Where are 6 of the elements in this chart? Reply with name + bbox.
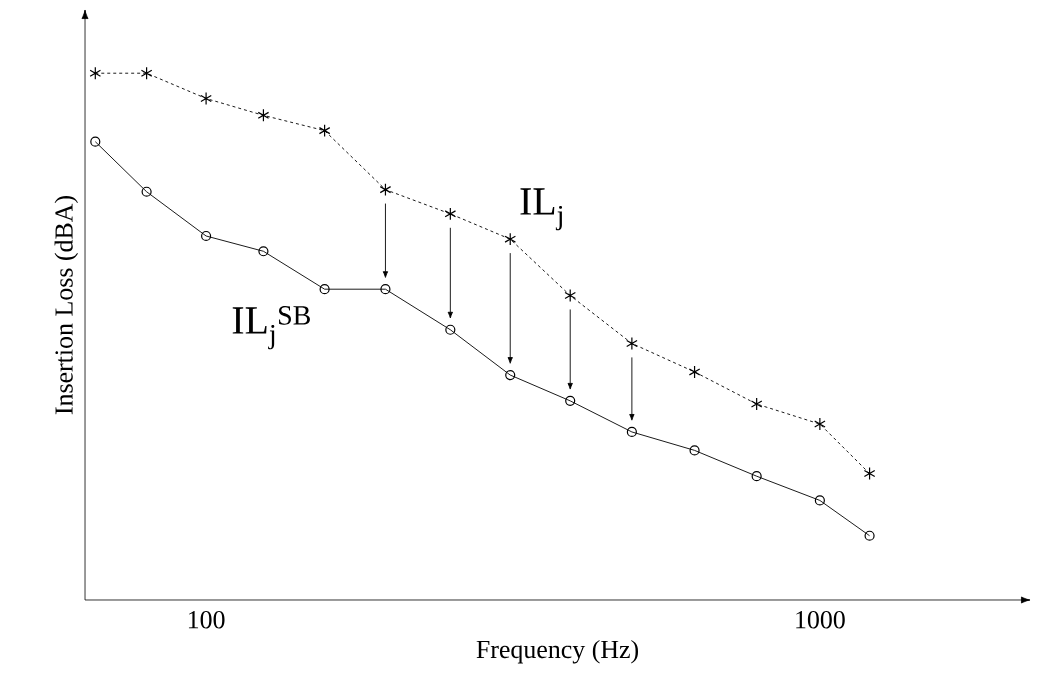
series-label: IL$_{j}$ — [520, 188, 563, 231]
y-axis-title: Insertion Loss (dBA) — [54, 196, 79, 415]
series-label: IL$_{j}$SB — [232, 306, 310, 350]
x-tick-label: 100 — [188, 610, 225, 629]
x-axis-title: Frequency (Hz) — [476, 639, 639, 664]
x-tick-label: 1000 — [796, 610, 845, 629]
